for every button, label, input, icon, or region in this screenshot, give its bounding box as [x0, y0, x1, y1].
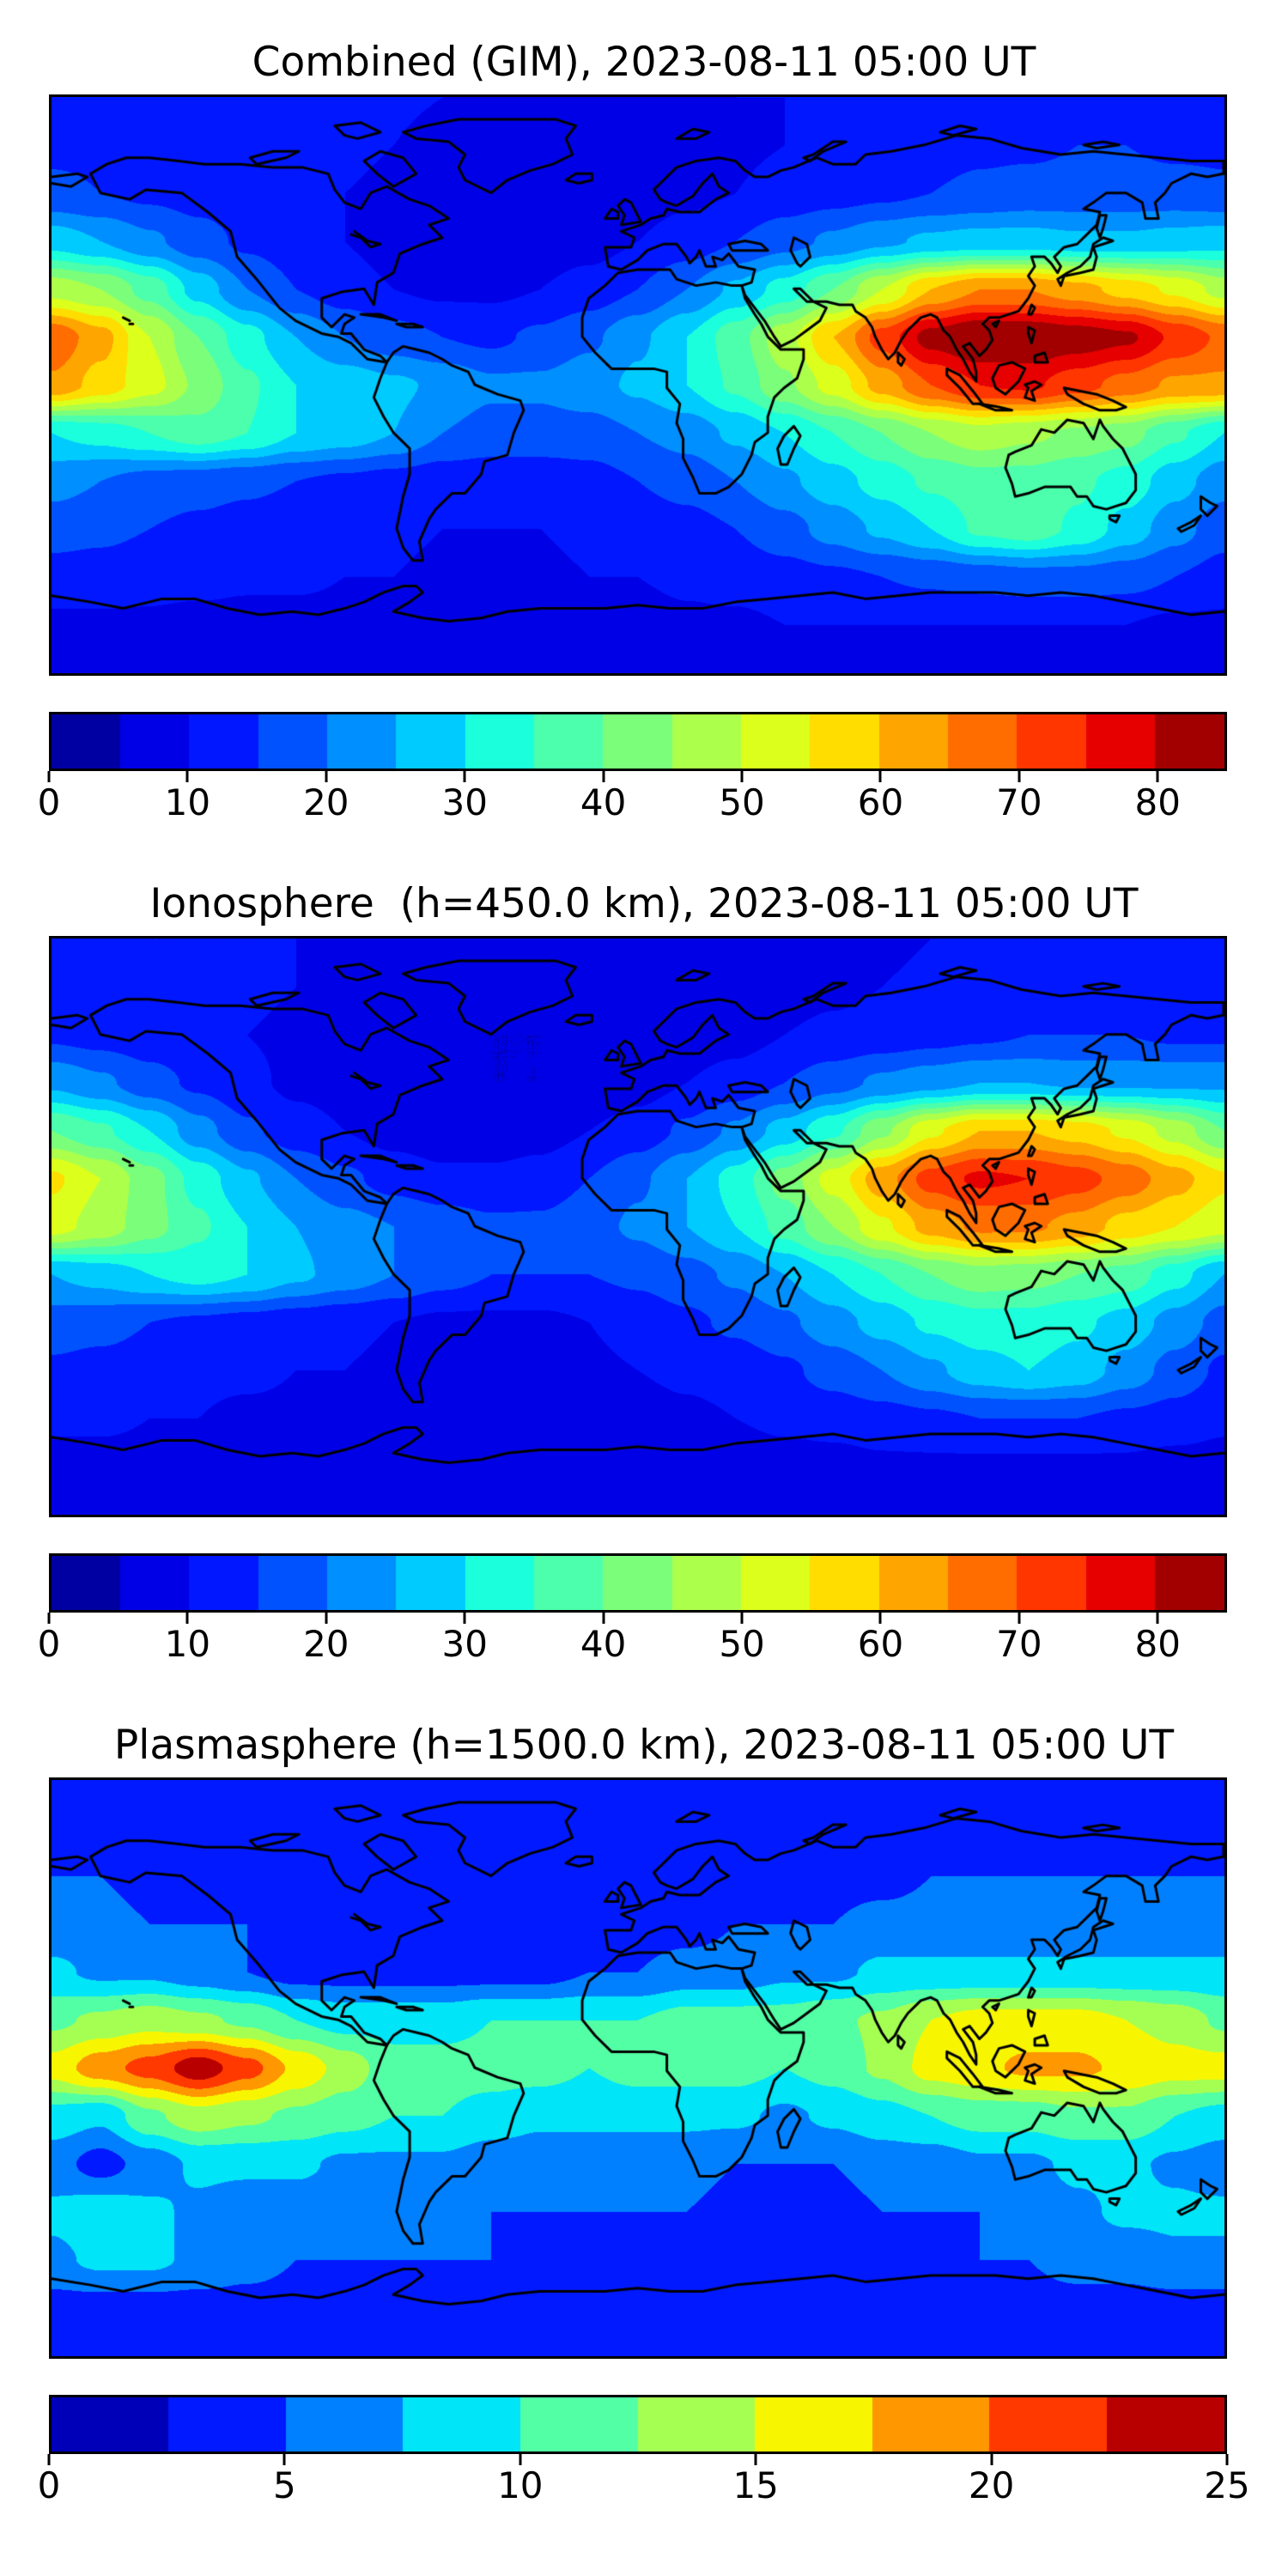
panel-combined-gim: Combined (GIM), 2023-08-11 05:00 UT 0 10 2…	[0, 0, 1288, 824]
colorbar-tick-label: 50	[719, 781, 765, 823]
colorbar-tick-label: 80	[1134, 781, 1182, 823]
colorbar-tick-label: 30	[441, 1623, 488, 1665]
colorbar-tick-label: 10	[164, 781, 211, 823]
colorbar-tick-label: 5	[273, 2464, 296, 2506]
colorbar-tick-label: 40	[580, 781, 627, 823]
colorbar-tick-mark	[990, 2454, 993, 2465]
colorbar-tick-label: 10	[497, 2464, 544, 2506]
colorbar-tick-label: 0	[37, 781, 61, 823]
colorbar-tick-label: 25	[1204, 2464, 1250, 2506]
panel-plasmasphere: Plasmasphere (h=1500.0 km), 2023-08-11 0…	[0, 1666, 1288, 2507]
colorbar-tick-mark	[1156, 1613, 1159, 1624]
colorbar-tick-mark	[463, 771, 466, 782]
map-ionosphere	[49, 936, 1227, 1517]
colorbar-tick-label: 60	[857, 1623, 904, 1665]
colorbar-tick-mark	[463, 1613, 466, 1624]
colorbar-tick-mark	[740, 771, 744, 782]
colorbar-tick-label: 30	[441, 781, 488, 823]
colorbar-canvas-plasmasphere	[52, 2397, 1224, 2451]
colorbar-tick-label: 0	[37, 2464, 61, 2506]
colorbar-tick-mark	[47, 771, 51, 782]
colorbar-ionosphere	[49, 1553, 1227, 1613]
colorbar-tick-mark	[325, 1613, 328, 1624]
colorbar-canvas-combined	[52, 714, 1224, 769]
colorbar-tick-mark	[1156, 771, 1159, 782]
colorbar-tick-label: 0	[37, 1623, 61, 1665]
colorbar-tick-label: 70	[996, 781, 1042, 823]
colorbar-tick-label: 80	[1134, 1623, 1182, 1665]
colorbar-tick-mark	[185, 771, 189, 782]
panel-title-ionosphere: Ionosphere (h=450.0 km), 2023-08-11 05:0…	[149, 880, 1139, 927]
panel-ionosphere: Ionosphere (h=450.0 km), 2023-08-11 05:0…	[0, 824, 1288, 1666]
colorbar-ticks-plasmasphere: 0 5 10 15 20 25	[38, 2454, 1250, 2507]
map-combined-gim	[49, 94, 1227, 676]
colorbar-tick-label: 20	[968, 2464, 1015, 2506]
map-plasmasphere	[49, 1777, 1227, 2359]
colorbar-combined	[49, 712, 1227, 771]
colorbar-tick-mark	[47, 1613, 51, 1624]
colorbar-tick-mark	[878, 771, 882, 782]
panel-title-combined: Combined (GIM), 2023-08-11 05:00 UT	[252, 39, 1036, 86]
map-canvas-ionosphere	[52, 939, 1224, 1515]
colorbar-tick-label: 15	[732, 2464, 779, 2506]
colorbar-tick-label: 40	[580, 1623, 627, 1665]
map-canvas-combined	[52, 97, 1224, 673]
colorbar-tick-label: 20	[303, 781, 349, 823]
colorbar-tick-mark	[602, 1613, 605, 1624]
colorbar-tick-mark	[185, 1613, 189, 1624]
colorbar-tick-label: 70	[996, 1623, 1042, 1665]
colorbar-tick-mark	[47, 2454, 51, 2465]
colorbar-tick-mark	[1018, 1613, 1021, 1624]
colorbar-tick-mark	[878, 1613, 882, 1624]
colorbar-tick-mark	[740, 1613, 744, 1624]
colorbar-tick-mark	[283, 2454, 286, 2465]
colorbar-ticks-combined: 0 10 20 30 40 50 60 70 80	[38, 771, 1227, 824]
colorbar-tick-mark	[325, 771, 328, 782]
colorbar-tick-label: 50	[719, 1623, 765, 1665]
colorbar-tick-mark	[1225, 2454, 1229, 2465]
colorbar-tick-label: 60	[857, 781, 904, 823]
colorbar-tick-mark	[1018, 771, 1021, 782]
colorbar-tick-mark	[519, 2454, 522, 2465]
colorbar-tick-label: 20	[303, 1623, 349, 1665]
colorbar-tick-label: 10	[164, 1623, 211, 1665]
colorbar-plasmasphere	[49, 2395, 1227, 2454]
colorbar-canvas-ionosphere	[52, 1556, 1224, 1610]
colorbar-tick-mark	[754, 2454, 757, 2465]
colorbar-ticks-ionosphere: 0 10 20 30 40 50 60 70 80	[38, 1613, 1227, 1666]
colorbar-tick-mark	[602, 771, 605, 782]
panel-title-plasmasphere: Plasmasphere (h=1500.0 km), 2023-08-11 0…	[113, 1722, 1175, 1769]
map-canvas-plasmasphere	[52, 1780, 1224, 2356]
